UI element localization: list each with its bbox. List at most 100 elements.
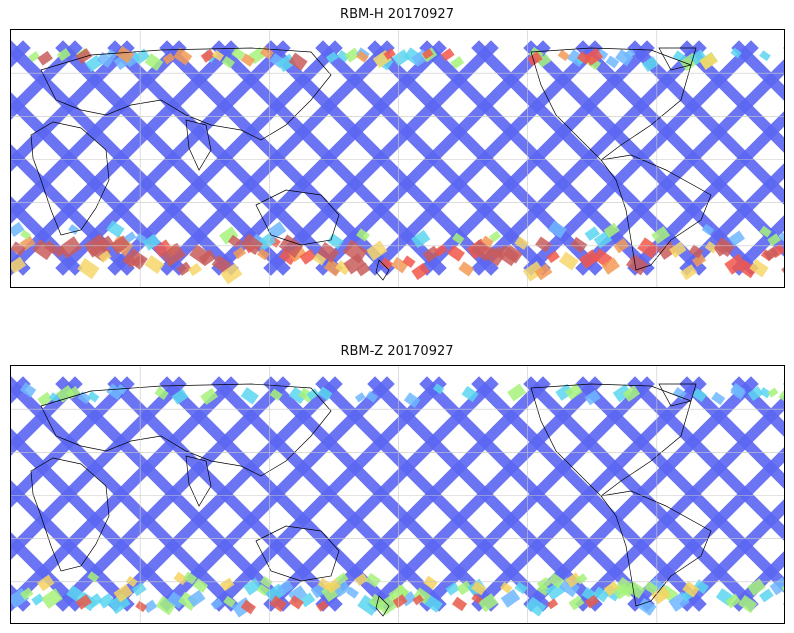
world-map-rbm-h xyxy=(11,30,784,287)
value-cell xyxy=(413,587,432,605)
value-cell xyxy=(106,220,125,238)
value-cell xyxy=(412,594,424,606)
value-cell xyxy=(243,577,262,596)
value-cell xyxy=(106,49,118,60)
satellite-swath xyxy=(367,40,603,276)
value-cell xyxy=(565,383,583,401)
value-cell xyxy=(565,572,582,588)
map-panel-rbm-z: RBM-Z 20170927 xyxy=(0,336,794,633)
value-cell xyxy=(592,586,610,603)
satellite-swath xyxy=(731,551,784,612)
value-cell xyxy=(596,48,609,60)
satellite-swath xyxy=(11,40,187,224)
satellite-swath xyxy=(731,215,784,276)
panel-title: RBM-Z 20170927 xyxy=(340,344,454,359)
satellite-swath xyxy=(575,395,784,612)
value-cell xyxy=(279,247,298,266)
value-cell xyxy=(125,248,148,270)
value-cell xyxy=(355,262,371,277)
value-cell xyxy=(680,264,698,281)
value-cell xyxy=(240,233,264,255)
value-cell xyxy=(637,237,660,259)
value-cell xyxy=(558,577,581,598)
value-cell xyxy=(162,52,175,65)
value-cell xyxy=(691,388,707,403)
continent-outline xyxy=(600,154,712,271)
value-cell xyxy=(86,593,103,609)
value-cell xyxy=(394,584,410,599)
value-cell xyxy=(357,594,380,616)
value-cell xyxy=(445,582,460,596)
value-cell xyxy=(223,595,236,608)
coastlines xyxy=(30,47,712,281)
value-cell xyxy=(87,391,100,403)
value-cell xyxy=(269,595,287,613)
value-cell xyxy=(277,579,294,596)
value-cell xyxy=(500,589,521,608)
satellite-swath xyxy=(679,376,784,489)
value-cell xyxy=(327,233,344,250)
value-cell xyxy=(613,583,631,600)
value-cell xyxy=(738,259,758,279)
value-cell xyxy=(391,256,409,274)
value-cell xyxy=(228,234,243,249)
value-cell xyxy=(711,391,726,406)
value-cell xyxy=(211,254,232,274)
value-cell xyxy=(135,232,147,244)
value-cell xyxy=(75,594,92,610)
value-cell xyxy=(200,387,219,405)
value-cell xyxy=(688,244,704,259)
satellite-swath xyxy=(731,376,784,437)
value-cell xyxy=(759,387,772,399)
value-cell xyxy=(447,244,465,262)
value-cell xyxy=(691,253,707,268)
value-cell xyxy=(77,391,92,405)
value-cell xyxy=(534,263,553,281)
swath-tracks xyxy=(11,376,784,612)
gridlines xyxy=(11,366,784,623)
value-cell xyxy=(306,388,320,401)
value-cell xyxy=(143,599,158,614)
value-cell xyxy=(536,576,552,591)
value-cell xyxy=(522,261,545,282)
value-cell xyxy=(32,239,55,261)
value-cell xyxy=(747,578,766,596)
value-cell xyxy=(77,258,100,280)
satellite-swath xyxy=(471,376,707,612)
continent-outline xyxy=(658,383,697,407)
continent-outline xyxy=(185,455,212,507)
value-cell xyxy=(56,384,75,403)
value-cell xyxy=(153,239,173,258)
value-cell xyxy=(434,243,448,257)
value-cell xyxy=(98,235,114,251)
value-cell xyxy=(312,252,327,266)
value-cell xyxy=(219,226,239,245)
value-cell xyxy=(603,581,620,597)
value-cell xyxy=(615,49,634,67)
value-cell xyxy=(20,229,31,240)
value-cell xyxy=(730,47,742,59)
value-cell xyxy=(299,592,316,608)
value-cell xyxy=(480,235,494,248)
value-cell xyxy=(689,49,707,66)
satellite-swath xyxy=(523,40,759,276)
value-cell xyxy=(317,386,333,401)
value-cell xyxy=(749,258,769,278)
value-cell xyxy=(584,47,604,66)
value-cell xyxy=(240,599,257,615)
value-cell xyxy=(288,595,304,610)
value-cell xyxy=(724,253,747,275)
satellite-swath xyxy=(11,376,239,612)
satellite-swath xyxy=(679,163,784,276)
continent-outline xyxy=(255,189,340,246)
value-cell xyxy=(288,52,308,71)
value-cell xyxy=(11,221,25,238)
value-cell xyxy=(356,228,370,242)
value-cell xyxy=(317,242,340,263)
value-cell xyxy=(514,236,529,251)
value-cell xyxy=(535,236,552,253)
value-cell xyxy=(167,591,186,609)
continent-outline xyxy=(375,595,390,617)
value-cell xyxy=(767,233,781,247)
satellite-swath xyxy=(11,40,135,172)
